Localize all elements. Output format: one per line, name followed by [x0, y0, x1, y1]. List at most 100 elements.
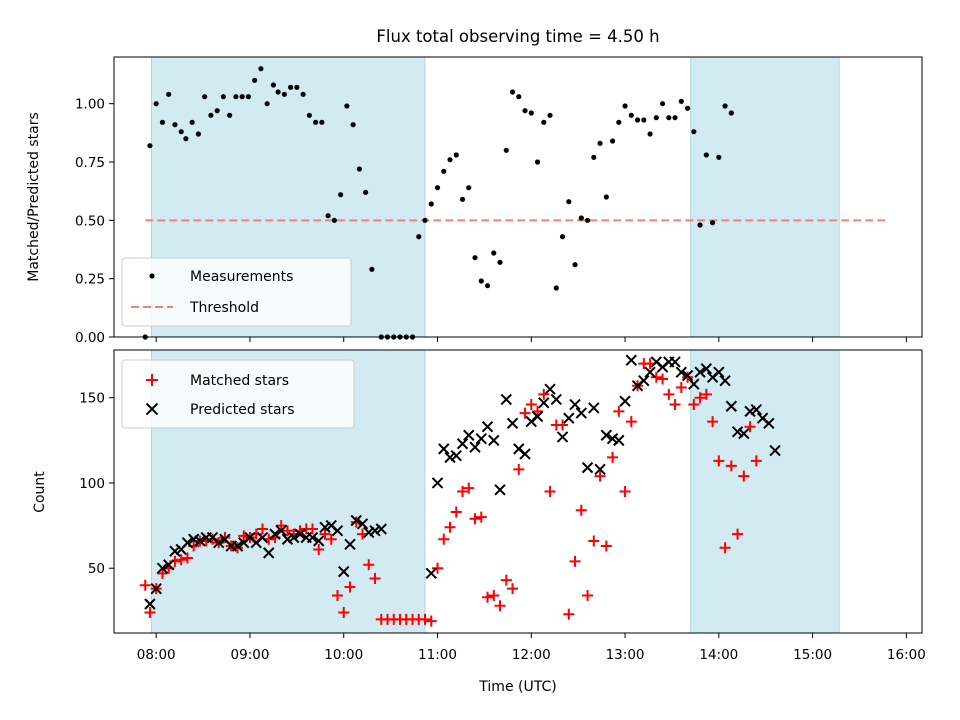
- predicted-star-point: [494, 484, 506, 496]
- measurement-point: [153, 101, 159, 107]
- matched-star-point: [313, 543, 325, 555]
- predicted-star-point: [231, 540, 244, 552]
- chart-title: Flux total observing time = 4.50 h: [376, 27, 659, 46]
- matched-star-point: [507, 583, 519, 595]
- x-tick-label: 09:00: [231, 647, 270, 663]
- top-legend: Measurements Threshold: [121, 257, 352, 327]
- predicted-star-point: [575, 407, 588, 419]
- x-tick-label: 14:00: [699, 647, 738, 663]
- measurement-point: [434, 185, 441, 191]
- predicted-star-point: [638, 374, 650, 387]
- measurement-point: [647, 131, 653, 137]
- predicted-star-point: [488, 434, 500, 447]
- matched-star-point: [538, 388, 550, 400]
- measurement-point: [166, 91, 172, 97]
- predicted-star-point: [719, 374, 731, 387]
- top-x-ticks: [155, 337, 907, 342]
- legend-measurements-marker: [149, 273, 155, 279]
- matched-star-point: [457, 486, 469, 497]
- matched-star-point: [613, 405, 625, 417]
- x-tick-label: 15:00: [793, 647, 832, 663]
- bottom-y-tick-label: 100: [79, 476, 105, 492]
- bottom-y-tick-label: 150: [79, 391, 105, 407]
- x-tick-label: 10:00: [324, 647, 363, 663]
- measurement-point: [709, 220, 716, 226]
- predicted-star-point: [294, 528, 306, 540]
- measurement-point: [484, 283, 491, 289]
- x-tick-label: 11:00: [418, 647, 457, 663]
- matched-star-point: [482, 591, 494, 603]
- matched-star-point: [675, 382, 687, 394]
- matched-star-point: [175, 554, 187, 566]
- measurement-point: [325, 213, 331, 219]
- predicted-star-point: [475, 432, 487, 445]
- measurement-point: [183, 136, 189, 142]
- measurement-point: [178, 129, 184, 135]
- matched-star-point: [625, 416, 637, 428]
- measurement-point: [313, 119, 319, 125]
- measurement-point: [597, 140, 603, 146]
- measurement-point: [275, 89, 281, 95]
- matched-star-point: [544, 486, 556, 497]
- predicted-star-point: [194, 535, 206, 547]
- matched-star-point: [219, 532, 231, 544]
- matched-star-point: [532, 405, 544, 417]
- predicted-star-point: [350, 514, 362, 527]
- matched-star-point: [719, 542, 731, 554]
- measurement-point: [294, 84, 300, 90]
- top-y-axis-title: Matched/Predicted stars: [26, 112, 42, 282]
- predicted-star-point: [569, 398, 581, 411]
- measurement-point: [447, 157, 453, 163]
- matched-star-point: [582, 589, 594, 601]
- measurement-point: [227, 112, 233, 118]
- measurement-point: [566, 199, 572, 205]
- legend-predicted-marker: [145, 402, 159, 416]
- measurement-point: [189, 119, 195, 125]
- measurement-point: [453, 152, 459, 158]
- predicted-star-point: [181, 536, 194, 549]
- top-shaded-interval: [690, 56, 840, 338]
- matched-star-point: [256, 523, 268, 535]
- measurement-point: [522, 108, 528, 114]
- measurement-point: [572, 262, 578, 268]
- matched-star-point: [139, 579, 151, 591]
- matched-star-point: [156, 567, 168, 579]
- matched-star-point: [306, 523, 318, 535]
- measurement-point: [428, 201, 434, 207]
- measurement-point: [716, 154, 722, 160]
- measurement-point: [281, 91, 287, 97]
- predicted-star-point: [162, 559, 175, 571]
- predicted-star-point: [556, 431, 569, 443]
- predicted-star-point: [500, 393, 512, 406]
- measurement-point: [239, 94, 245, 100]
- x-tick-label: 12:00: [512, 647, 551, 663]
- matched-star-point: [732, 528, 744, 540]
- matched-star-point: [707, 416, 719, 428]
- top-panel: 0.00 0.25 0.50 0.75 1.00 Matched/Predicted s…: [26, 56, 923, 346]
- top-y-tick-label: 0.00: [75, 330, 105, 346]
- measurement-point: [478, 278, 484, 284]
- predicted-star-point: [356, 518, 369, 530]
- measurement-point: [616, 119, 622, 125]
- matched-star-point: [744, 421, 756, 433]
- matched-star-point: [181, 552, 193, 564]
- measurement-point: [472, 255, 478, 261]
- bottom-shaded-interval: [690, 349, 840, 634]
- measurement-point: [344, 103, 350, 109]
- predicted-star-point: [275, 525, 287, 537]
- predicted-star-point: [750, 403, 763, 416]
- measurement-point: [584, 217, 591, 223]
- measurement-point: [497, 259, 503, 265]
- measurement-point: [350, 122, 356, 128]
- predicted-star-point: [669, 356, 681, 368]
- predicted-star-point: [600, 429, 613, 441]
- measurement-point: [634, 117, 641, 123]
- matched-star-point: [738, 470, 750, 482]
- measurement-point: [559, 234, 566, 240]
- predicted-star-point: [338, 565, 350, 578]
- matched-star-point: [331, 589, 343, 601]
- measurement-point: [672, 115, 678, 121]
- measurement-point: [220, 94, 227, 100]
- matched-star-point: [663, 388, 675, 400]
